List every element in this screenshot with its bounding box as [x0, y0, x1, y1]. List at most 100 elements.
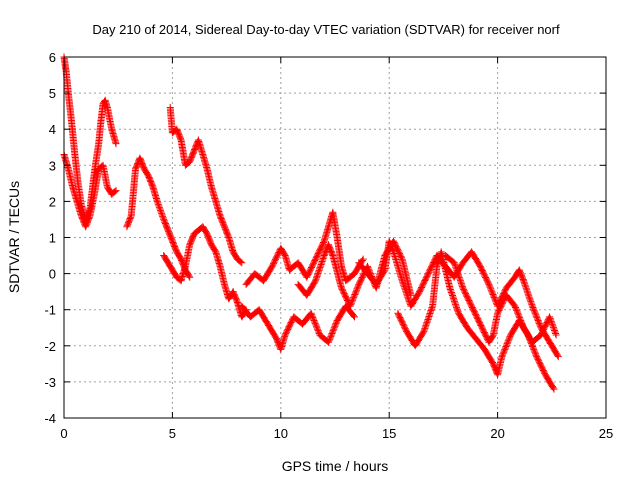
data-point-segment	[502, 291, 518, 309]
data-point-segment	[181, 159, 193, 169]
data-point-segment	[494, 354, 506, 379]
data-point	[554, 353, 562, 361]
data-point-segment	[325, 318, 341, 346]
data-point-segment	[225, 234, 237, 254]
data-point-segment	[420, 304, 436, 335]
data-point-segment	[468, 302, 484, 327]
x-tick-label: 5	[169, 426, 176, 441]
data-point-segment	[394, 309, 410, 334]
x-tick-label: 20	[490, 426, 504, 441]
data-point-segment	[372, 267, 388, 288]
data-point-segment	[411, 329, 427, 350]
x-tick-label: 25	[599, 426, 613, 441]
data-point-segment	[528, 332, 544, 346]
data-point-segment	[264, 320, 280, 341]
data-point-segment	[502, 274, 518, 292]
data-point-segment	[99, 161, 111, 189]
data-point-segment	[481, 345, 496, 366]
data-point-segment	[346, 282, 362, 310]
series-11	[442, 252, 560, 346]
data-point-segment	[140, 165, 152, 179]
data-point-segment	[463, 324, 479, 341]
data-point-segment	[190, 227, 201, 238]
x-tick-label: 0	[60, 426, 67, 441]
data-point-segment	[127, 167, 139, 220]
data-point-segment	[342, 302, 357, 320]
x-tick-label: 10	[274, 426, 288, 441]
data-point-segment	[90, 141, 102, 176]
data-point-segment	[277, 244, 288, 258]
data-point-segment	[303, 278, 319, 299]
data-point-segment	[472, 335, 488, 352]
data-point	[552, 331, 560, 339]
y-axis-label: SDTVAR / TECUs	[6, 181, 22, 293]
data-point-segment	[442, 252, 457, 266]
data-point-segment	[312, 253, 328, 285]
data-point-segment	[255, 306, 271, 327]
y-tick-label: 3	[49, 158, 56, 173]
series-7	[238, 302, 359, 353]
data-point-segment	[160, 252, 171, 266]
series-4	[166, 104, 246, 267]
data-point-segment	[103, 104, 115, 132]
x-tick-label: 15	[382, 426, 396, 441]
data-point-segment	[153, 197, 167, 222]
data-point-segment	[489, 311, 501, 339]
data-point-segment	[95, 120, 105, 148]
data-point-segment	[520, 277, 536, 309]
chart-title: Day 210 of 2014, Sidereal Day-to-day VTE…	[92, 22, 560, 37]
y-tick-label: 5	[49, 86, 56, 101]
data-point	[112, 187, 120, 195]
data-point-segment	[177, 264, 189, 285]
data-point-segment	[164, 259, 176, 273]
data-point-segment	[485, 332, 496, 346]
data-point-segment	[476, 262, 492, 287]
data-point	[550, 385, 558, 393]
y-tick-label: 0	[49, 267, 56, 282]
data-point-segment	[498, 332, 514, 361]
data-point-segment	[546, 338, 561, 359]
y-tick-label: -4	[44, 411, 56, 426]
data-point-segment	[207, 183, 219, 204]
data-point-segment	[446, 284, 462, 316]
data-point-segment	[511, 302, 527, 330]
data-point-segment	[520, 324, 535, 345]
data-point	[351, 313, 359, 321]
data-point-segment	[212, 197, 224, 218]
data-point-segment	[203, 165, 215, 189]
data-point	[112, 140, 120, 148]
axis-ticks: -4 -3 -2 -1 0 1 2 3 4 5 6 0 5 10 15 20 25	[44, 50, 613, 441]
y-tick-label: -1	[44, 303, 56, 318]
data-point-segment	[97, 101, 107, 126]
data-point-segment	[260, 264, 275, 285]
y-tick-label: 4	[49, 122, 56, 137]
data-point	[186, 273, 194, 281]
data-point	[238, 259, 246, 267]
data-point-segment	[108, 125, 120, 146]
data-point-segment	[145, 172, 156, 190]
data-point-segment	[160, 215, 171, 233]
data-point-segment	[407, 289, 423, 310]
data-point-segment	[216, 262, 228, 287]
data-point-segment	[355, 259, 371, 276]
data-point-segment	[149, 183, 161, 204]
data-point-segment	[108, 188, 119, 198]
data-point-segment	[199, 223, 210, 237]
data-point-segment	[173, 125, 184, 143]
data-point-segment	[60, 151, 72, 171]
data-point-segment	[307, 309, 323, 337]
data-point-segment	[468, 248, 483, 269]
data-point-segment	[320, 224, 332, 245]
data-point-segment	[186, 148, 197, 166]
data-point-segment	[429, 264, 441, 310]
data-point-segment	[173, 248, 184, 262]
data-point-segment	[342, 271, 357, 285]
data-point-segment	[437, 248, 453, 290]
series-6	[242, 208, 367, 288]
data-point-segment	[64, 165, 76, 189]
data-point-segment	[220, 223, 232, 240]
data-point-segment	[194, 136, 206, 157]
data-point-segment	[68, 118, 79, 157]
series-1	[60, 53, 120, 223]
